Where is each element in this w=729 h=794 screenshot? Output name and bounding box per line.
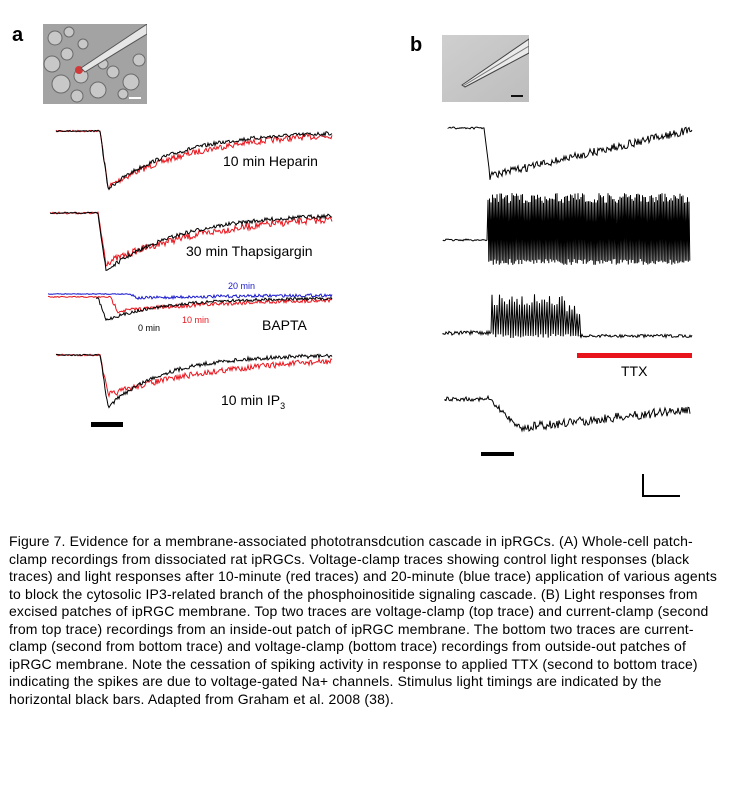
patch-trace-4 xyxy=(444,394,691,433)
bapta-blue-trace xyxy=(47,292,333,301)
caption-text: Figure 7. Evidence for a membrane-associ… xyxy=(9,533,717,707)
panel-b-label: b xyxy=(410,34,423,56)
heparin-black-trace xyxy=(55,129,333,191)
thapsigargin-black-trace xyxy=(50,211,333,272)
patch-trace-3-spiking-ttx xyxy=(442,294,693,339)
ttx-label: TTX xyxy=(621,363,648,379)
heparin-label: 10 min Heparin xyxy=(223,153,318,169)
cell-micrograph-image xyxy=(43,24,147,104)
panel-a-label: a xyxy=(12,24,24,46)
patch-trace-2-spiking xyxy=(442,193,691,265)
bapta-0min-label: 0 min xyxy=(138,323,161,333)
thapsigargin-label: 30 min Thapsigargin xyxy=(186,243,313,259)
scale-bar xyxy=(642,474,680,497)
panel-a-stimulus-bar xyxy=(91,422,123,427)
ip3-red-trace xyxy=(55,353,333,398)
bapta-label: BAPTA xyxy=(262,317,307,333)
panel-b-stimulus-bar xyxy=(481,452,514,456)
patch-trace-1 xyxy=(447,126,693,180)
recording-traces-figure xyxy=(47,126,693,497)
bapta-10min-label: 10 min xyxy=(182,315,210,325)
bapta-black-trace xyxy=(95,296,333,322)
bapta-red-trace xyxy=(47,295,333,314)
figure-caption: Figure 7. Evidence for a membrane-associ… xyxy=(9,533,721,708)
pipette-micrograph-image xyxy=(442,35,529,102)
bapta-20min-label: 20 min xyxy=(228,281,256,291)
ttx-bar xyxy=(577,353,692,358)
ip3-label: 10 min IP3 xyxy=(221,392,286,411)
ip3-black-trace xyxy=(55,353,333,409)
